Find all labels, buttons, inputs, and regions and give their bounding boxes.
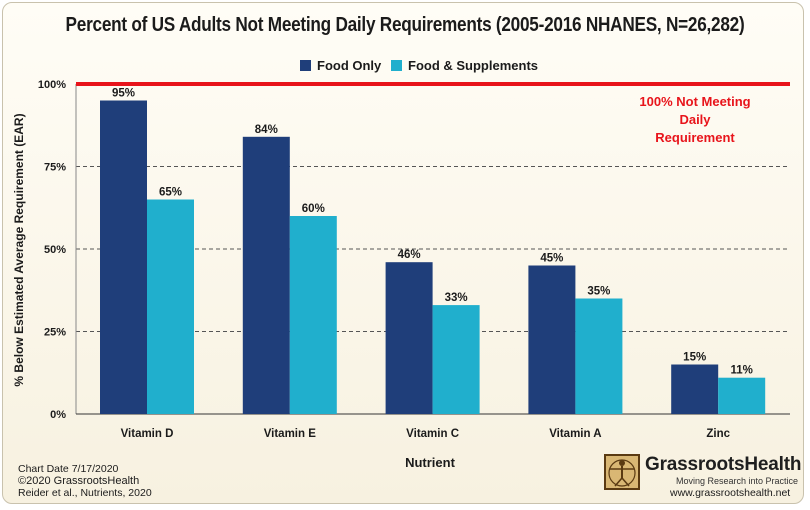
y-tick-label-100: 100% bbox=[38, 79, 66, 91]
bar-zinc-1 bbox=[718, 377, 766, 414]
data-label-zinc-1: 11% bbox=[731, 365, 753, 377]
chart-title: Percent of US Adults Not Meeting Daily R… bbox=[65, 14, 745, 36]
data-label-vitamin-a-1: 35% bbox=[587, 286, 610, 298]
label-layer: 0% 25% 50% 75% 100% 95% 65% Vitamin D 84% 60% Vita… bbox=[38, 79, 790, 440]
data-label-vitamin-e-1: 60% bbox=[302, 203, 325, 215]
bar-zinc-0 bbox=[671, 364, 719, 414]
bar-vitamin-e-0 bbox=[242, 136, 290, 415]
y-tick-label-25: 25% bbox=[44, 327, 66, 339]
threshold-annotation: 100% Not Meeting Daily Requirement bbox=[630, 93, 760, 147]
x-tick-label-vitamin-a: Vitamin A bbox=[549, 428, 601, 440]
threshold-annotation-line-2: Requirement bbox=[655, 130, 735, 145]
bar-vitamin-a-0 bbox=[528, 265, 576, 414]
citation: Reider et al., Nutrients, 2020 bbox=[18, 487, 152, 499]
brand-name: GrassrootsHealth bbox=[645, 454, 802, 475]
bar-vitamin-e-1 bbox=[289, 216, 337, 414]
bar-vitamin-c-0 bbox=[385, 262, 433, 414]
legend-label-food-only: Food Only bbox=[317, 58, 382, 73]
x-tick-label-vitamin-c: Vitamin C bbox=[406, 428, 459, 440]
legend-swatch-food-supplements bbox=[391, 60, 402, 71]
data-label-zinc-0: 15% bbox=[683, 352, 706, 364]
bar-vitamin-c-1 bbox=[432, 305, 480, 414]
legend-swatch-food-only bbox=[300, 60, 311, 71]
y-tick-label-0: 0% bbox=[50, 409, 66, 421]
bar-vitamin-d-1 bbox=[147, 199, 194, 414]
data-label-vitamin-d-1: 65% bbox=[159, 187, 182, 199]
bar-vitamin-d-0 bbox=[100, 100, 147, 414]
data-label-vitamin-c-1: 33% bbox=[445, 292, 468, 304]
y-tick-label-50: 50% bbox=[44, 244, 66, 256]
x-tick-label-vitamin-e: Vitamin E bbox=[264, 428, 317, 440]
data-label-vitamin-a-0: 45% bbox=[540, 253, 563, 265]
chart-footer: Chart Date 7/17/2020 ©2020 GrassrootsHea… bbox=[18, 463, 152, 499]
brand-url: www.grassrootshealth.net bbox=[670, 487, 791, 499]
y-tick-label-75: 75% bbox=[44, 162, 66, 174]
vitruvian-logo-icon bbox=[604, 454, 640, 490]
brand-tagline: Moving Research into Practice bbox=[676, 476, 799, 486]
x-tick-label-vitamin-d: Vitamin D bbox=[121, 428, 174, 440]
data-label-vitamin-e-0: 84% bbox=[255, 124, 278, 136]
legend-label-food-supplements: Food & Supplements bbox=[408, 58, 538, 73]
x-tick-label-zinc: Zinc bbox=[706, 428, 730, 440]
legend-item-food-only: Food Only bbox=[300, 58, 381, 73]
threshold-annotation-line-1: 100% Not Meeting Daily bbox=[639, 94, 751, 127]
bar-layer bbox=[100, 100, 766, 415]
copyright: ©2020 GrassrootsHealth bbox=[18, 475, 140, 487]
x-axis-title: Nutrient bbox=[405, 455, 455, 470]
data-label-vitamin-c-0: 46% bbox=[398, 249, 421, 261]
data-label-vitamin-d-0: 95% bbox=[112, 88, 135, 100]
chart-date: Chart Date 7/17/2020 bbox=[18, 463, 119, 475]
legend-item-food-supplements: Food & Supplements bbox=[391, 58, 538, 73]
bar-vitamin-a-1 bbox=[575, 298, 623, 414]
